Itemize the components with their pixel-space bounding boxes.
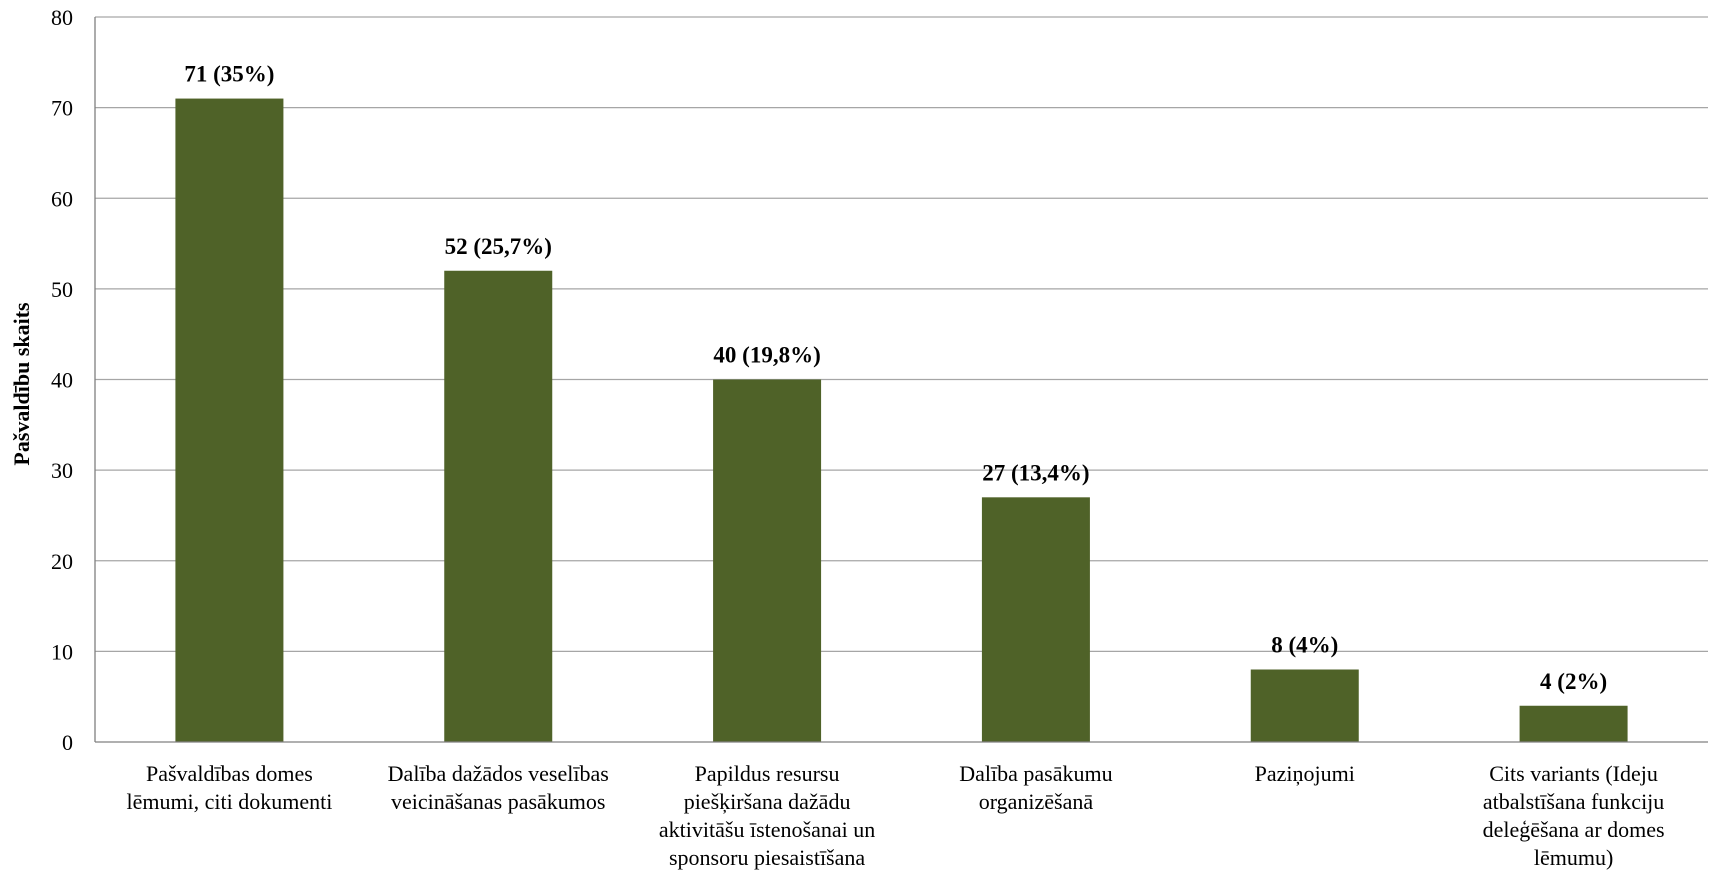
bar <box>1519 705 1628 742</box>
bar <box>713 379 822 742</box>
x-category-label: Pašvaldības domes lēmumi, citi dokumenti <box>126 761 332 814</box>
y-axis-label: Pašvaldību skaits <box>9 302 34 466</box>
data-label: 52 (25,7%) <box>445 234 552 259</box>
y-tick-label: 50 <box>51 277 73 302</box>
bars <box>175 98 1628 742</box>
y-tick-label: 80 <box>51 5 73 30</box>
gridlines <box>95 16 1708 653</box>
x-category-label: Cits variants (Ideju atbalstīšana funkcij… <box>1483 761 1665 870</box>
data-labels: 71 (35%) 52 (25,7%) 40 (19,8%) 27 (13,4%) 8 … <box>184 62 1607 694</box>
x-category-label: Papildus resursu piešķiršana dažādu aktivi… <box>659 761 875 870</box>
x-category-labels: Pašvaldības domes lēmumi, citi dokumenti D… <box>126 761 1664 870</box>
x-category-label: Dalība dažādos veselības veicināšanas pas… <box>388 761 609 814</box>
data-label: 8 (4%) <box>1271 633 1338 658</box>
data-label: 40 (19,8%) <box>713 343 820 368</box>
bar <box>175 98 284 742</box>
y-tick-label: 30 <box>51 458 73 483</box>
bar <box>1250 669 1359 742</box>
y-tick-label: 70 <box>51 96 73 121</box>
bar <box>444 270 553 742</box>
y-tick-label: 0 <box>62 730 73 755</box>
data-label: 4 (2%) <box>1540 669 1607 694</box>
y-tick-label: 10 <box>51 639 73 664</box>
data-label: 27 (13,4%) <box>982 460 1089 485</box>
bar <box>981 497 1090 742</box>
x-category-label: Dalība pasākumu organizēšanā <box>959 761 1112 814</box>
axes <box>94 17 1708 743</box>
y-tick-label: 60 <box>51 186 73 211</box>
x-category-label: Paziņojumi <box>1255 761 1355 786</box>
y-tick-labels: 0 10 20 30 40 50 60 70 80 <box>51 5 73 755</box>
y-tick-label: 40 <box>51 368 73 393</box>
y-tick-label: 20 <box>51 549 73 574</box>
data-label: 71 (35%) <box>184 62 274 87</box>
